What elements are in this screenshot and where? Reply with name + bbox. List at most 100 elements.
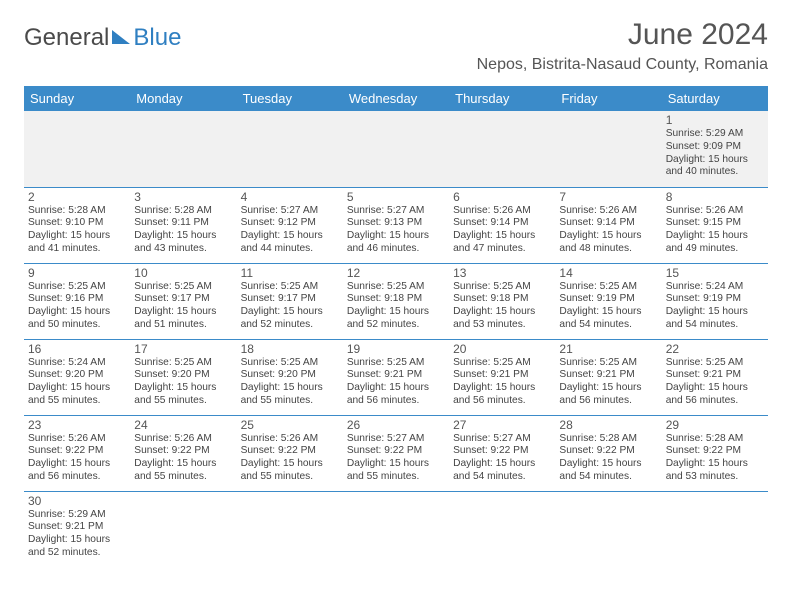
daylight-line: Daylight: 15 hours and 55 minutes.	[347, 458, 445, 484]
day-cell: 30Sunrise: 5:29 AMSunset: 9:21 PMDayligh…	[24, 491, 130, 567]
day-number: 30	[28, 494, 126, 508]
sunset-line: Sunset: 9:20 PM	[134, 369, 232, 382]
sunrise-line: Sunrise: 5:28 AM	[666, 433, 764, 446]
day-number: 8	[666, 190, 764, 204]
daylight-line: Daylight: 15 hours and 53 minutes.	[453, 306, 551, 332]
day-header: Wednesday	[343, 86, 449, 111]
day-number: 25	[241, 418, 339, 432]
sunrise-line: Sunrise: 5:26 AM	[28, 433, 126, 446]
daylight-line: Daylight: 15 hours and 54 minutes.	[559, 306, 657, 332]
empty-cell	[343, 491, 449, 567]
brand-second: Blue	[133, 24, 181, 52]
brand-triangle-icon	[112, 30, 130, 44]
day-number: 2	[28, 190, 126, 204]
sunrise-line: Sunrise: 5:25 AM	[347, 281, 445, 294]
day-cell: 12Sunrise: 5:25 AMSunset: 9:18 PMDayligh…	[343, 263, 449, 339]
day-number: 23	[28, 418, 126, 432]
sunset-line: Sunset: 9:17 PM	[241, 293, 339, 306]
location-subtitle: Nepos, Bistrita-Nasaud County, Romania	[477, 56, 768, 74]
day-number: 26	[347, 418, 445, 432]
day-number: 20	[453, 342, 551, 356]
day-cell: 28Sunrise: 5:28 AMSunset: 9:22 PMDayligh…	[555, 415, 661, 491]
sunrise-line: Sunrise: 5:27 AM	[241, 205, 339, 218]
day-number: 27	[453, 418, 551, 432]
day-number: 16	[28, 342, 126, 356]
daylight-line: Daylight: 15 hours and 48 minutes.	[559, 230, 657, 256]
daylight-line: Daylight: 15 hours and 46 minutes.	[347, 230, 445, 256]
daylight-line: Daylight: 15 hours and 55 minutes.	[134, 382, 232, 408]
day-header: Saturday	[662, 86, 768, 111]
daylight-line: Daylight: 15 hours and 55 minutes.	[28, 382, 126, 408]
day-cell: 26Sunrise: 5:27 AMSunset: 9:22 PMDayligh…	[343, 415, 449, 491]
sunrise-line: Sunrise: 5:27 AM	[347, 205, 445, 218]
day-number: 28	[559, 418, 657, 432]
day-cell: 16Sunrise: 5:24 AMSunset: 9:20 PMDayligh…	[24, 339, 130, 415]
day-cell: 25Sunrise: 5:26 AMSunset: 9:22 PMDayligh…	[237, 415, 343, 491]
day-cell: 23Sunrise: 5:26 AMSunset: 9:22 PMDayligh…	[24, 415, 130, 491]
day-number: 14	[559, 266, 657, 280]
sunrise-line: Sunrise: 5:24 AM	[28, 357, 126, 370]
day-cell: 6Sunrise: 5:26 AMSunset: 9:14 PMDaylight…	[449, 187, 555, 263]
daylight-line: Daylight: 15 hours and 40 minutes.	[666, 154, 764, 180]
calendar-week: 2Sunrise: 5:28 AMSunset: 9:10 PMDaylight…	[24, 187, 768, 263]
day-cell: 17Sunrise: 5:25 AMSunset: 9:20 PMDayligh…	[130, 339, 236, 415]
day-number: 21	[559, 342, 657, 356]
sunset-line: Sunset: 9:21 PM	[453, 369, 551, 382]
sunrise-line: Sunrise: 5:26 AM	[666, 205, 764, 218]
empty-cell	[343, 111, 449, 187]
calendar-week: 30Sunrise: 5:29 AMSunset: 9:21 PMDayligh…	[24, 491, 768, 567]
daylight-line: Daylight: 15 hours and 52 minutes.	[241, 306, 339, 332]
daylight-line: Daylight: 15 hours and 52 minutes.	[28, 534, 126, 560]
sunrise-line: Sunrise: 5:28 AM	[559, 433, 657, 446]
daylight-line: Daylight: 15 hours and 51 minutes.	[134, 306, 232, 332]
sunrise-line: Sunrise: 5:29 AM	[28, 509, 126, 522]
brand-first: General	[24, 24, 109, 52]
sunset-line: Sunset: 9:22 PM	[559, 445, 657, 458]
month-title: June 2024	[477, 18, 768, 52]
day-cell: 19Sunrise: 5:25 AMSunset: 9:21 PMDayligh…	[343, 339, 449, 415]
daylight-line: Daylight: 15 hours and 53 minutes.	[666, 458, 764, 484]
sunrise-line: Sunrise: 5:29 AM	[666, 128, 764, 141]
sunset-line: Sunset: 9:16 PM	[28, 293, 126, 306]
day-number: 29	[666, 418, 764, 432]
sunset-line: Sunset: 9:17 PM	[134, 293, 232, 306]
day-number: 24	[134, 418, 232, 432]
sunset-line: Sunset: 9:11 PM	[134, 217, 232, 230]
day-number: 13	[453, 266, 551, 280]
day-cell: 2Sunrise: 5:28 AMSunset: 9:10 PMDaylight…	[24, 187, 130, 263]
sunrise-line: Sunrise: 5:26 AM	[453, 205, 551, 218]
daylight-line: Daylight: 15 hours and 44 minutes.	[241, 230, 339, 256]
day-cell: 1Sunrise: 5:29 AMSunset: 9:09 PMDaylight…	[662, 111, 768, 187]
header-titles: June 2024 Nepos, Bistrita-Nasaud County,…	[477, 18, 768, 74]
daylight-line: Daylight: 15 hours and 55 minutes.	[241, 382, 339, 408]
calendar-table: SundayMondayTuesdayWednesdayThursdayFrid…	[24, 86, 768, 567]
day-header: Thursday	[449, 86, 555, 111]
day-cell: 7Sunrise: 5:26 AMSunset: 9:14 PMDaylight…	[555, 187, 661, 263]
day-cell: 20Sunrise: 5:25 AMSunset: 9:21 PMDayligh…	[449, 339, 555, 415]
sunset-line: Sunset: 9:21 PM	[28, 521, 126, 534]
daylight-line: Daylight: 15 hours and 56 minutes.	[453, 382, 551, 408]
day-cell: 10Sunrise: 5:25 AMSunset: 9:17 PMDayligh…	[130, 263, 236, 339]
sunrise-line: Sunrise: 5:25 AM	[453, 281, 551, 294]
day-cell: 4Sunrise: 5:27 AMSunset: 9:12 PMDaylight…	[237, 187, 343, 263]
daylight-line: Daylight: 15 hours and 55 minutes.	[134, 458, 232, 484]
sunset-line: Sunset: 9:22 PM	[347, 445, 445, 458]
day-number: 12	[347, 266, 445, 280]
day-header: Friday	[555, 86, 661, 111]
sunrise-line: Sunrise: 5:25 AM	[134, 357, 232, 370]
day-number: 7	[559, 190, 657, 204]
empty-cell	[662, 491, 768, 567]
sunrise-line: Sunrise: 5:28 AM	[134, 205, 232, 218]
sunset-line: Sunset: 9:14 PM	[453, 217, 551, 230]
day-number: 11	[241, 266, 339, 280]
sunrise-line: Sunrise: 5:25 AM	[559, 357, 657, 370]
daylight-line: Daylight: 15 hours and 50 minutes.	[28, 306, 126, 332]
sunrise-line: Sunrise: 5:25 AM	[241, 357, 339, 370]
sunset-line: Sunset: 9:22 PM	[28, 445, 126, 458]
day-header: Sunday	[24, 86, 130, 111]
daylight-line: Daylight: 15 hours and 43 minutes.	[134, 230, 232, 256]
sunrise-line: Sunrise: 5:26 AM	[241, 433, 339, 446]
sunrise-line: Sunrise: 5:25 AM	[134, 281, 232, 294]
daylight-line: Daylight: 15 hours and 54 minutes.	[666, 306, 764, 332]
calendar-week: 23Sunrise: 5:26 AMSunset: 9:22 PMDayligh…	[24, 415, 768, 491]
